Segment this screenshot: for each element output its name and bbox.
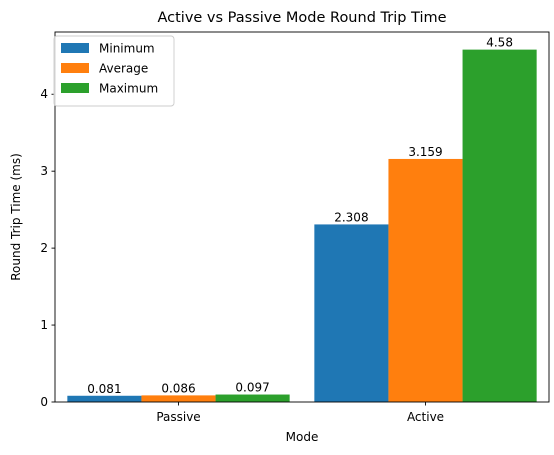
legend-label-maximum: Maximum bbox=[99, 82, 158, 96]
x-ticks-group: Passive Active bbox=[156, 402, 444, 424]
bar-minimum-passive bbox=[67, 395, 142, 402]
data-label-minimum-active: 2.308 bbox=[334, 210, 368, 224]
x-axis-label: Mode bbox=[286, 430, 319, 444]
legend: Minimum Average Maximum bbox=[53, 35, 175, 107]
bar-maximum-active bbox=[462, 49, 537, 402]
x-tick-label-passive: Passive bbox=[156, 410, 200, 424]
y-tick-label: 1 bbox=[40, 318, 48, 332]
bar-minimum-active bbox=[314, 224, 389, 402]
y-axis-label: Round Trip Time (ms) bbox=[9, 153, 23, 281]
legend-swatch-maximum bbox=[61, 83, 89, 93]
bar-average-active bbox=[388, 158, 463, 402]
bar-average-passive bbox=[141, 395, 216, 402]
data-label-maximum-active: 4.58 bbox=[486, 36, 513, 50]
bar-maximum-passive bbox=[215, 394, 290, 402]
y-tick-label: 3 bbox=[40, 164, 48, 178]
x-tick-label-active: Active bbox=[407, 410, 444, 424]
legend-swatch-minimum bbox=[61, 43, 89, 53]
data-label-average-passive: 0.086 bbox=[161, 381, 195, 395]
bars-group bbox=[67, 49, 537, 402]
y-tick-label: 0 bbox=[40, 395, 48, 409]
legend-swatch-average bbox=[61, 63, 89, 73]
y-tick-label: 4 bbox=[40, 87, 48, 101]
data-label-average-active: 3.159 bbox=[408, 145, 442, 159]
legend-label-average: Average bbox=[99, 62, 148, 76]
y-tick-label: 2 bbox=[40, 241, 48, 255]
data-label-maximum-passive: 0.097 bbox=[235, 381, 269, 395]
data-label-minimum-passive: 0.081 bbox=[87, 382, 121, 396]
legend-label-minimum: Minimum bbox=[99, 42, 155, 56]
data-labels-group: 0.081 2.308 0.086 3.159 0.097 4.58 bbox=[87, 36, 513, 396]
y-ticks-group: 0 1 2 3 4 bbox=[40, 87, 55, 409]
plot-frame bbox=[54, 31, 550, 403]
chart-title: Active vs Passive Mode Round Trip Time bbox=[157, 10, 446, 26]
